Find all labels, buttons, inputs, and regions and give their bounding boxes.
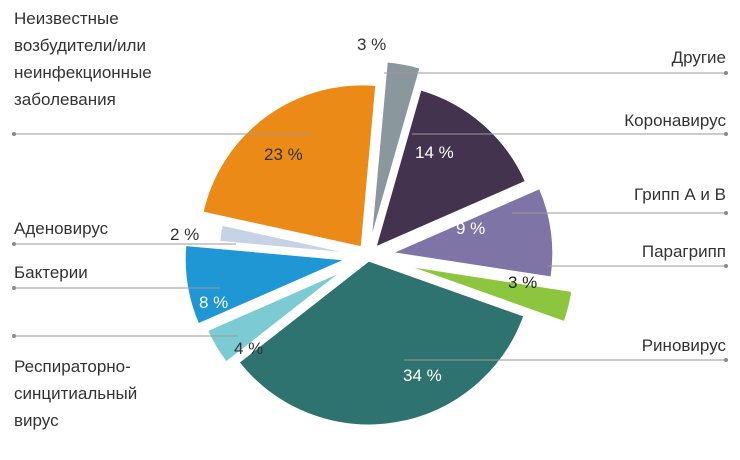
label-bakterii: Бактерии [14,263,88,282]
label-paragripp: Парагрипп [642,242,726,261]
slice-unknown [200,82,379,250]
leader-dot [12,242,16,246]
slice-paragripp [398,262,575,325]
slice-rinovirus [235,258,527,428]
pct-gripp: 9 % [456,219,485,238]
label-koronavirus: Коронавирус [624,111,726,130]
leader-dot [12,286,16,290]
pct-unknown: 23 % [264,145,303,164]
pct-paragripp: 3 % [508,273,537,292]
leader-dot [724,71,728,75]
pct-koronavirus: 14 % [415,143,454,162]
slice-adenovirus [217,222,365,257]
leader-dot [724,264,728,268]
pct-rsv: 4 % [234,339,263,358]
pct-adenovirus: 2 % [170,225,199,244]
leader-dot [724,132,728,136]
label-gripp: Грипп А и В [634,185,726,204]
leader-dot [724,211,728,215]
pct-rinovirus: 34 % [403,366,442,385]
label-unknown: Неизвестные возбудители/или неинфекционн… [14,9,156,109]
slice-bakterii [182,242,349,327]
label-adenovirus: Аденовирус [14,219,109,238]
leader-dot [12,334,16,338]
slice-koronavirus [372,87,529,252]
slice-rsv [204,266,349,366]
label-rsv: Респираторно- синцитиальный вирус [14,357,142,430]
slice-gripp [384,185,556,280]
leader-lines [12,71,728,362]
leader-dot [724,358,728,362]
pie-slices [182,59,575,428]
pct-drugie: 3 % [357,35,386,54]
pct-bakterii: 8 % [199,293,228,312]
label-drugie: Другие [672,48,726,67]
label-rinovirus: Риновирус [642,336,727,355]
leader-dot [12,132,16,136]
slice-drugie [367,59,424,249]
